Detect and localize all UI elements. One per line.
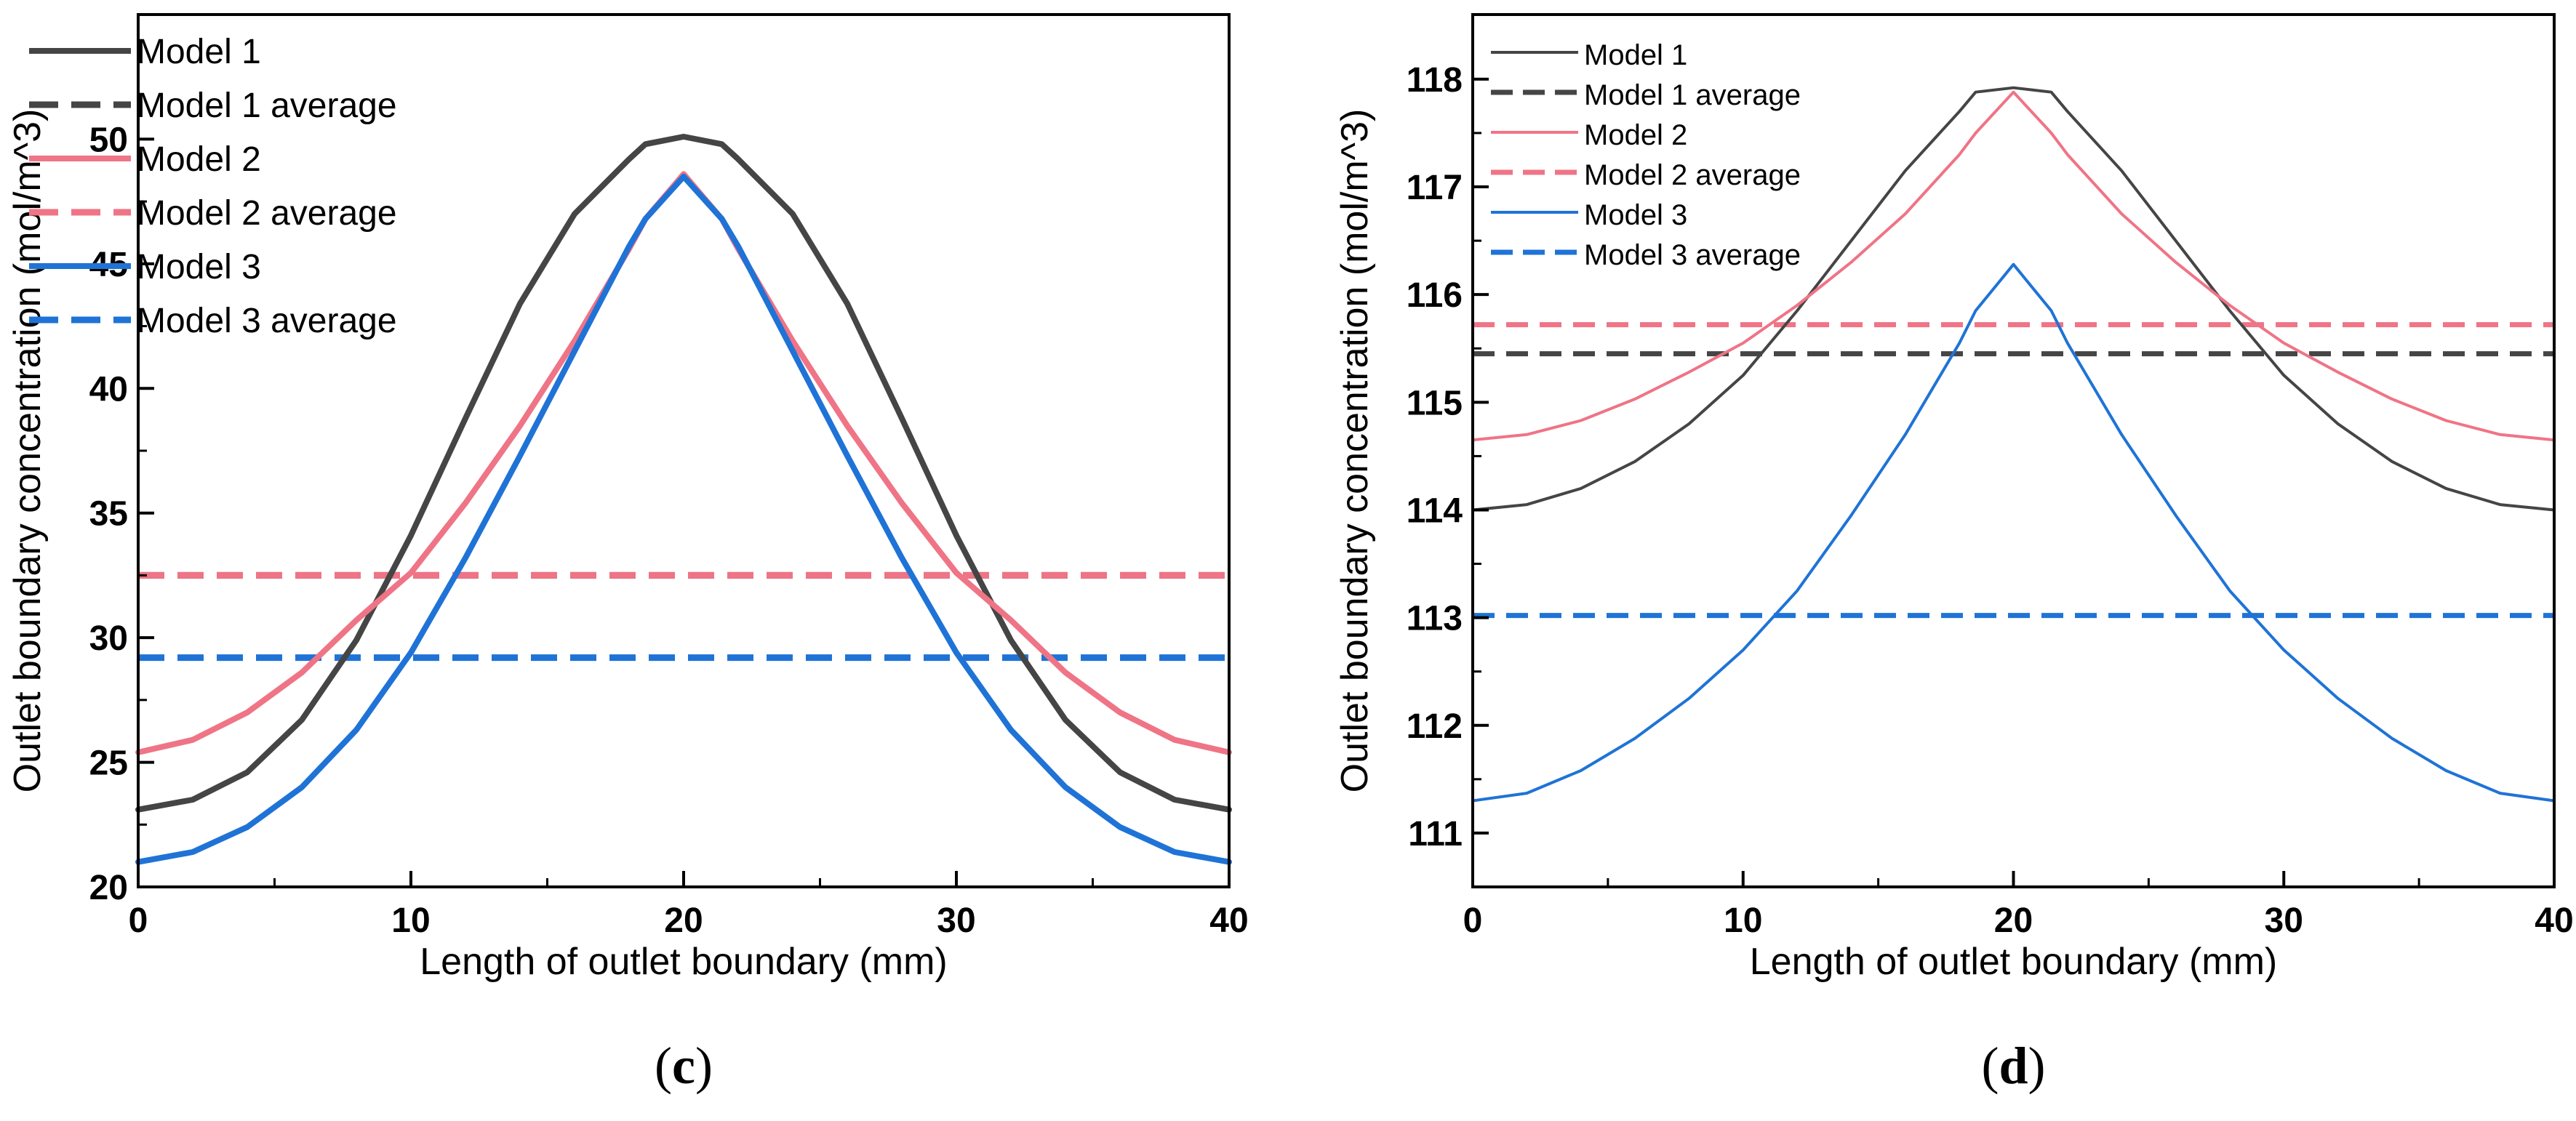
x-tick-label: 20 (664, 901, 703, 940)
y-tick-label: 113 (1407, 600, 1463, 638)
x-tick-label: 10 (391, 901, 430, 940)
plot-frame (137, 13, 1231, 888)
panel-letter: c (672, 1037, 695, 1095)
y-tick-label: 115 (1407, 384, 1463, 422)
y-tick-label: 20 (89, 869, 128, 907)
x-tick-label: 10 (1724, 901, 1762, 940)
panel-label: (d) (1981, 1037, 2045, 1095)
legend-label-model-3: Model 3 (1584, 199, 1687, 231)
series-model-1-line (1471, 86, 2556, 512)
legend-label-model-1-average: Model 1 average (137, 87, 397, 125)
y-tick-label: 118 (1407, 61, 1463, 100)
y-tick-label: 50 (89, 121, 128, 159)
legend-label-model-1: Model 1 (1584, 39, 1687, 71)
x-axis-title: Length of outlet boundary (mm) (1750, 941, 2278, 983)
x-axis-title: Length of outlet boundary (mm) (420, 941, 948, 983)
legend-label-model-3-average: Model 3 average (1584, 239, 1801, 271)
panel-d: 0 10 20 30 40 111 112 113 114 115 116 117 118 Length … (1334, 13, 2574, 1095)
y-tick-label: 112 (1407, 707, 1463, 746)
y-tick-label: 35 (89, 495, 128, 534)
y-axis-title: Outlet boundary concentration (mol/m^3) (1334, 109, 1376, 793)
series-model-3-line (1471, 262, 2556, 803)
legend-label-model-2-average: Model 2 average (1584, 159, 1801, 191)
y-tick-label: 117 (1407, 169, 1463, 207)
legend-label-model-3: Model 3 (137, 248, 261, 286)
y-axis-title: Outlet boundary concentration (mol/m^3) (7, 109, 49, 793)
legend-label-model-2: Model 2 (137, 140, 261, 179)
legend-label-model-1-average: Model 1 average (1584, 79, 1801, 111)
series-model-1-line (135, 134, 1232, 813)
legend-label-model-2: Model 2 (1584, 119, 1687, 151)
y-tick-label: 40 (89, 370, 128, 409)
panel-letter: d (1999, 1037, 2028, 1095)
legend-label-model-3-average: Model 3 average (137, 302, 397, 340)
series-model-3-line (135, 173, 1232, 865)
y-tick-label: 25 (89, 744, 128, 783)
x-tick-label: 20 (1994, 901, 2033, 940)
x-tick-label: 0 (1463, 901, 1483, 940)
x-tick-label: 40 (1209, 901, 1248, 940)
x-tick-label: 30 (937, 901, 975, 940)
x-tick-label: 30 (2265, 901, 2303, 940)
series-model-2-line (1471, 90, 2556, 442)
y-tick-label: 116 (1407, 276, 1463, 315)
y-tick-label: 30 (89, 619, 128, 658)
x-tick-label: 0 (129, 901, 148, 940)
y-tick-label: 114 (1407, 491, 1463, 530)
series-model-2-line (135, 171, 1232, 755)
panel-label: (c) (655, 1037, 713, 1095)
legend-label-model-1: Model 1 (137, 33, 261, 71)
x-tick-label: 40 (2535, 901, 2573, 940)
legend-label-model-2-average: Model 2 average (137, 194, 397, 233)
y-tick-label: 111 (1408, 815, 1463, 853)
